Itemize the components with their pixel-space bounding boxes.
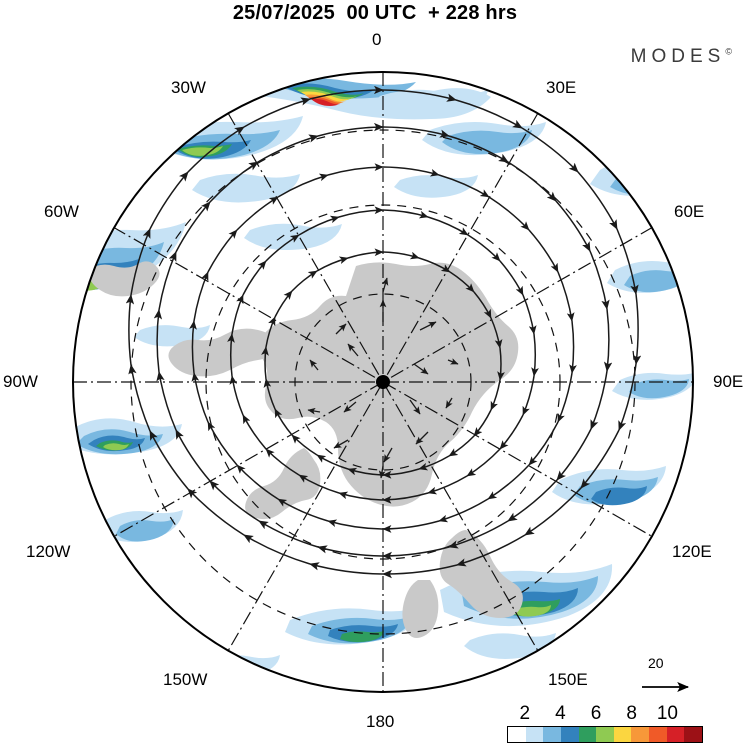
lon-label-180: 180	[366, 712, 395, 731]
lon-label-120e: 120E	[672, 542, 712, 561]
lon-label-90e: 90E	[713, 372, 744, 391]
brand-copyright-mark: ©	[725, 46, 732, 57]
brand-logo: MODES©	[631, 46, 732, 68]
lon-label-30w: 30W	[171, 78, 206, 97]
colorbar-segment-3	[560, 727, 579, 742]
colorbar-segment-6	[613, 727, 632, 742]
colorbar-tick-4: 4	[555, 703, 566, 724]
lon-label-0: 0	[372, 30, 382, 49]
colorbar-segment-2	[543, 727, 561, 742]
lon-label-120w: 120W	[26, 542, 71, 561]
colorbar-tick-2: 2	[519, 703, 531, 724]
lon-label-60e: 60E	[674, 202, 705, 221]
colorbar-tick-6: 6	[590, 703, 602, 724]
colorbar-tick-8: 8	[626, 703, 637, 724]
colorbar-segment-9	[666, 727, 685, 742]
vector-reference-key: 20	[640, 655, 730, 700]
lon-label-150e: 150E	[548, 670, 588, 689]
vector-reference-arrow	[642, 681, 690, 693]
lon-label-90w: 90W	[3, 372, 38, 391]
globe-outline	[72, 71, 694, 693]
colorbar-segment-5	[596, 727, 614, 742]
colorbar-segment-8	[649, 727, 667, 742]
wind-vectors	[125, 85, 642, 579]
colorbar-tick-labels: 2 4 6 8 10	[507, 703, 703, 725]
south-pole-marker	[376, 375, 390, 389]
colorbar-tick-10: 10	[656, 703, 678, 724]
brand-text: MODES	[630, 46, 726, 67]
lon-label-30e: 30E	[546, 78, 577, 97]
colorbar: 2 4 6 8 10	[507, 703, 707, 747]
colorbar-segment-1	[525, 727, 544, 742]
colorbar-segment-7	[631, 727, 650, 742]
map-content	[73, 72, 693, 692]
colorbar-segment-10	[684, 727, 703, 742]
colorbar-segment-4	[578, 727, 597, 742]
vector-reference-label: 20	[648, 655, 664, 671]
page-title: 25/07/2025 00 UTC + 228 hrs	[232, 2, 518, 24]
lon-label-60w: 60W	[44, 202, 79, 221]
lon-label-150w: 150W	[163, 670, 208, 689]
colorbar-gradient	[507, 726, 703, 743]
colorbar-segment-0	[508, 727, 526, 742]
